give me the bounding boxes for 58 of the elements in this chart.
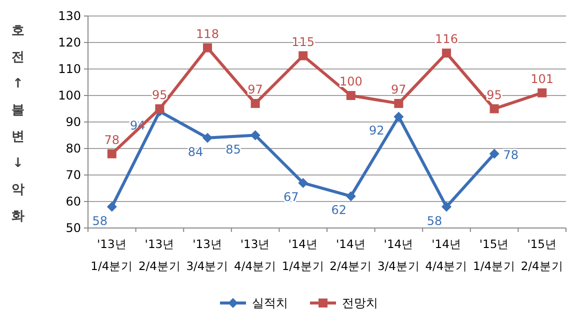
legend-label: 전망치 bbox=[342, 296, 378, 310]
point bbox=[107, 149, 116, 158]
y-tick-label: 60 bbox=[66, 194, 81, 208]
point bbox=[203, 43, 212, 52]
y-axis-title: 호전 ↑ 불변 ↓ 악화 bbox=[12, 23, 24, 224]
data-label: 100 bbox=[339, 74, 362, 88]
data-label: 101 bbox=[530, 72, 554, 86]
data-label: 58 bbox=[426, 214, 442, 228]
point bbox=[250, 98, 260, 108]
data-label: 97 bbox=[391, 82, 406, 96]
point bbox=[155, 104, 164, 114]
data-label: 78 bbox=[104, 132, 120, 147]
data-label: 116 bbox=[435, 32, 458, 46]
data-label: 85 bbox=[226, 142, 241, 156]
y-tick-label: 120 bbox=[58, 36, 81, 50]
data-label: 115 bbox=[292, 34, 315, 49]
point bbox=[538, 88, 547, 98]
point bbox=[490, 104, 499, 114]
point bbox=[442, 48, 451, 58]
point bbox=[442, 202, 452, 212]
x-tick-label: '15년 1/4분기 bbox=[473, 237, 516, 273]
y-tick-label: 100 bbox=[58, 88, 81, 102]
point bbox=[298, 178, 308, 188]
y-tick-label: 110 bbox=[58, 62, 81, 76]
point bbox=[394, 112, 404, 122]
x-tick-label: '13년 4/4분기 bbox=[234, 237, 277, 273]
y-tick-label: 80 bbox=[66, 142, 81, 156]
point bbox=[346, 191, 356, 202]
point bbox=[250, 130, 260, 140]
point bbox=[298, 51, 308, 60]
data-label: 95 bbox=[486, 88, 502, 102]
point bbox=[346, 91, 356, 100]
point bbox=[489, 148, 500, 159]
x-tick-label: '14년 2/4분기 bbox=[330, 237, 372, 273]
x-tick-label: '14년 4/4분기 bbox=[425, 237, 468, 273]
y-tick-label: 50 bbox=[66, 221, 81, 235]
data-label: 95 bbox=[152, 88, 168, 102]
x-tick-label: '13년 2/4분기 bbox=[138, 237, 181, 273]
data-label: 67 bbox=[283, 190, 299, 204]
y-tick-label: 130 bbox=[58, 9, 81, 23]
legend-label: 실적치 bbox=[252, 296, 288, 310]
data-label: 58 bbox=[92, 214, 108, 228]
point bbox=[394, 98, 404, 108]
data-label: 118 bbox=[196, 26, 219, 41]
point bbox=[202, 132, 212, 143]
x-tick-label: '13년 3/4분기 bbox=[186, 237, 229, 273]
x-tick-label: '13년 1/4분기 bbox=[90, 237, 134, 273]
y-tick-label: 90 bbox=[66, 115, 81, 129]
data-label: 97 bbox=[248, 82, 263, 96]
y-tick-label: 70 bbox=[66, 168, 81, 182]
data-label: 92 bbox=[369, 124, 384, 138]
x-tick-label: '14년 1/4분기 bbox=[282, 237, 324, 273]
point bbox=[106, 202, 117, 212]
data-label: 84 bbox=[188, 144, 204, 159]
x-tick-label: '14년 3/4분기 bbox=[377, 237, 420, 273]
data-label: 78 bbox=[503, 148, 519, 162]
data-label: 62 bbox=[331, 203, 347, 218]
x-tick-label: '15년 2/4분기 bbox=[520, 237, 564, 273]
